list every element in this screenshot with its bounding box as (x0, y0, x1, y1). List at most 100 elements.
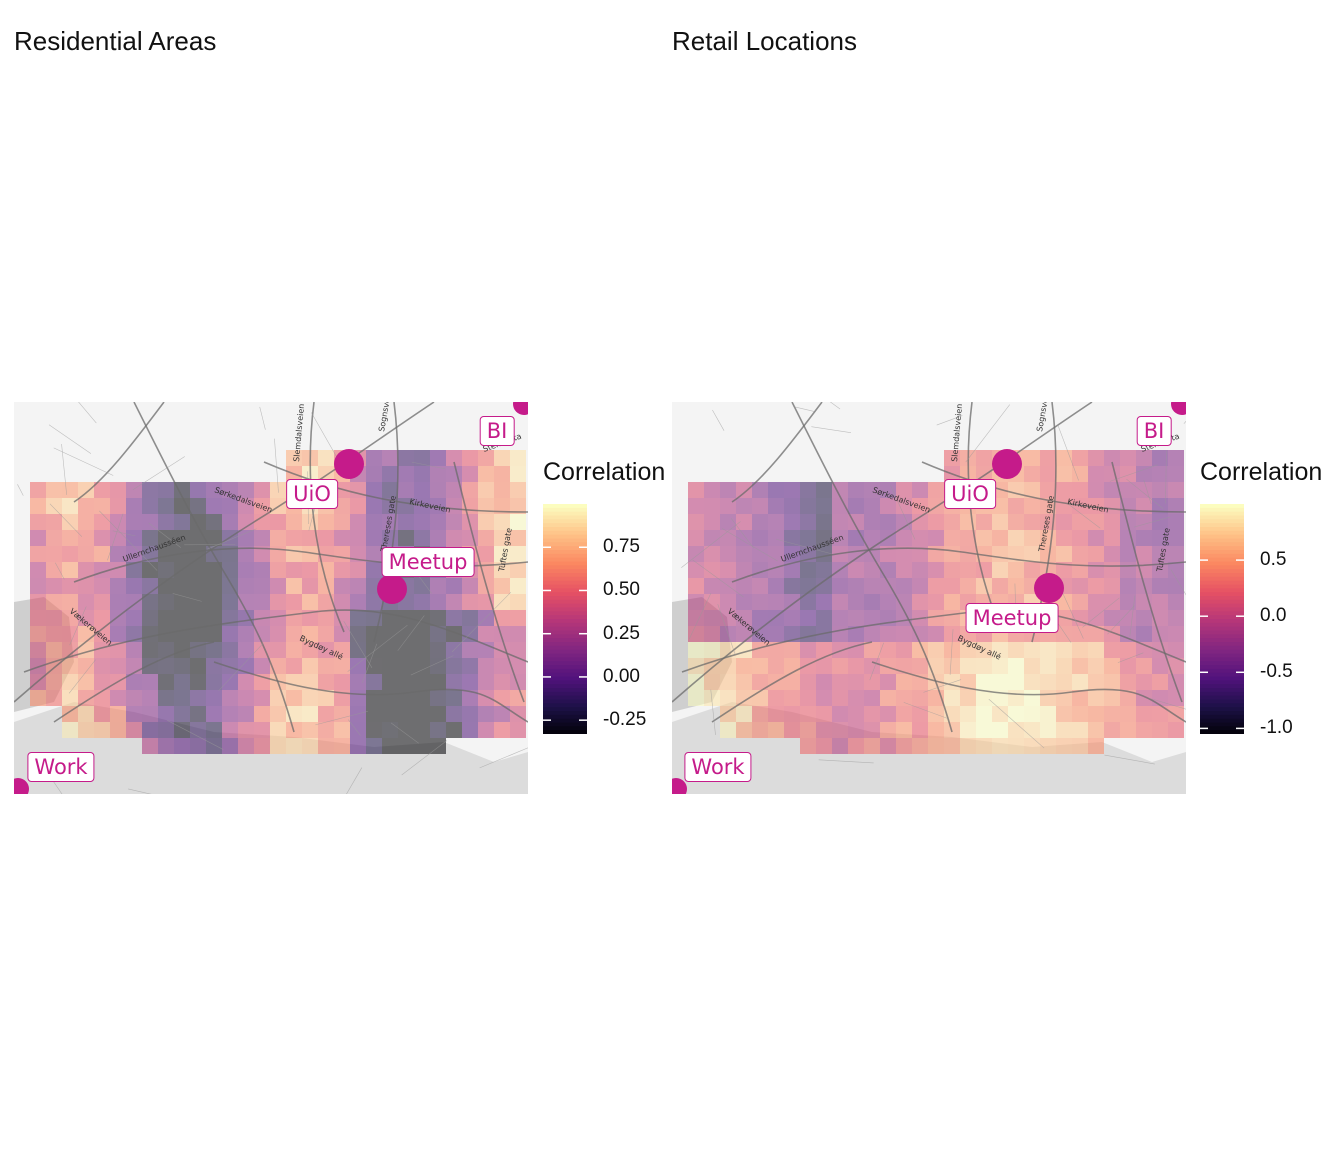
heat-cell (430, 658, 446, 674)
heat-cell (430, 642, 446, 658)
colorbar-segment (543, 546, 587, 551)
heat-cell (222, 514, 238, 530)
heat-cell (206, 578, 222, 594)
heat-cell (1120, 594, 1136, 610)
heat-cell (158, 610, 174, 626)
heat-cell (1168, 690, 1184, 706)
heat-cell (880, 674, 896, 690)
heat-cell (944, 594, 960, 610)
heat-cell (1152, 674, 1168, 690)
heat-cell (1024, 738, 1040, 754)
heat-cell (174, 594, 190, 610)
heat-cell (704, 658, 720, 674)
heat-cell (736, 674, 752, 690)
heat-cell (78, 578, 94, 594)
heat-cell (94, 546, 110, 562)
heat-cell (704, 498, 720, 514)
colorbar-segment (543, 515, 587, 521)
heat-cell (190, 706, 206, 722)
colorbar-segment (543, 630, 587, 636)
heat-cell (158, 642, 174, 658)
heat-cell (318, 562, 334, 578)
heat-cell (430, 482, 446, 498)
heat-cell (976, 546, 992, 562)
heat-cell (928, 642, 944, 658)
heat-cell (334, 722, 350, 738)
heat-cell (800, 530, 816, 546)
heat-cell (736, 658, 752, 674)
heat-cell (158, 594, 174, 610)
street (78, 402, 97, 424)
heat-cell (62, 658, 78, 674)
heat-cell (494, 450, 510, 466)
heat-cell (1072, 658, 1088, 674)
heat-cell (816, 706, 832, 722)
map-residential[interactable]: Sørkedalsveien Ullernchausséen Kirkeveien V… (14, 402, 528, 794)
heat-cell (510, 498, 526, 514)
heat-cell (832, 706, 848, 722)
legend-tick-label: 0.50 (603, 579, 640, 601)
map-retail[interactable]: Sørkedalsveien Ullernchausséen Kirkeveien V… (672, 402, 1186, 794)
heat-cell (94, 594, 110, 610)
heat-cell (896, 642, 912, 658)
heat-cell (110, 498, 126, 514)
street (49, 503, 83, 537)
heat-cell (1136, 610, 1152, 626)
heat-cell (1072, 738, 1088, 754)
colorbar-segment (543, 642, 587, 647)
heat-cell (286, 738, 302, 754)
heat-cell (1104, 658, 1120, 674)
heat-cell (1088, 674, 1104, 690)
heat-cell (510, 514, 526, 530)
colorbar-segment (1200, 622, 1244, 628)
heat-cell (848, 706, 864, 722)
heat-cell (350, 674, 366, 690)
heat-cell (736, 546, 752, 562)
heat-cell (1104, 546, 1120, 562)
colorbar-segment (1200, 680, 1244, 686)
heat-cell (158, 738, 174, 754)
heat-cell (78, 498, 94, 514)
heat-cell (896, 690, 912, 706)
heat-cell (494, 706, 510, 722)
colorbar-segment (543, 711, 587, 716)
heat-cell (430, 514, 446, 530)
heat-cell (334, 594, 350, 610)
heat-cell (880, 706, 896, 722)
heat-cell (1168, 722, 1184, 738)
heat-cell (238, 498, 254, 514)
heat-cell (960, 722, 976, 738)
heat-cell (110, 658, 126, 674)
heat-cell (334, 674, 350, 690)
road (23, 609, 528, 673)
heat-cell (1088, 546, 1104, 562)
heat-cell (1120, 626, 1136, 642)
heat-cell (1168, 562, 1184, 578)
colorbar-segment (1200, 726, 1244, 732)
colorbar-segment (1200, 676, 1244, 682)
heat-cell (110, 722, 126, 738)
heat-cell (1040, 546, 1056, 562)
heat-cell (960, 738, 976, 754)
heat-cell (414, 578, 430, 594)
heat-cell (142, 642, 158, 658)
heat-cell (912, 530, 928, 546)
heat-cell (446, 514, 462, 530)
heat-cell (1120, 546, 1136, 562)
heat-cell (784, 658, 800, 674)
heat-cell (46, 642, 62, 658)
heat-cell (1088, 514, 1104, 530)
heat-cell (944, 626, 960, 642)
heat-cell (318, 594, 334, 610)
street (17, 484, 24, 496)
heat-cell (254, 642, 270, 658)
road (373, 402, 399, 643)
heat-cell (478, 466, 494, 482)
heat-cell (478, 482, 494, 498)
heat-cell (768, 722, 784, 738)
heat-cell (398, 706, 414, 722)
street (1057, 424, 1079, 481)
place-label-meetup: Meetup (381, 547, 475, 577)
heat-cell (206, 738, 222, 754)
heat-cell (254, 658, 270, 674)
